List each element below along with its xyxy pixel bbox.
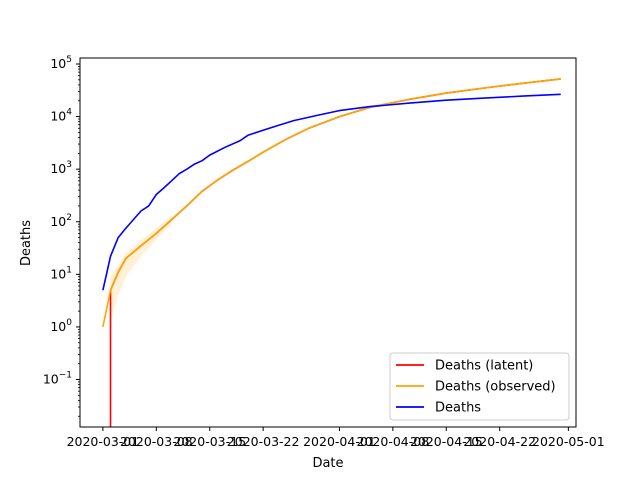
x-axis: 2020-03-012020-03-082020-03-152020-03-22… xyxy=(67,427,605,449)
y-tick-label: 102 xyxy=(50,213,72,229)
x-axis-title: Date xyxy=(312,456,343,471)
legend-label: Deaths (observed) xyxy=(435,380,556,395)
x-tick-label: 2020-05-01 xyxy=(532,434,605,449)
uncertainty-band-1 xyxy=(110,215,172,321)
x-tick-label: 2020-03-01 xyxy=(67,434,140,449)
x-tick-label: 2020-04-01 xyxy=(303,434,376,449)
series-line-deaths-observed- xyxy=(102,78,561,328)
x-tick-label: 2020-03-22 xyxy=(227,434,300,449)
y-tick-label: 10−1 xyxy=(43,371,72,387)
y-axis: 10−1 100 101 102 103 104 105 xyxy=(43,55,80,417)
y-tick-label: 104 xyxy=(50,108,72,124)
uncertainty-band-layer xyxy=(110,215,172,321)
x-tick-label: 2020-03-08 xyxy=(120,434,193,449)
legend-label: Deaths xyxy=(435,401,481,416)
y-tick-label: 103 xyxy=(50,160,72,176)
x-tick-label: 2020-03-15 xyxy=(173,434,246,449)
y-tick-label: 101 xyxy=(50,265,72,281)
series-layer xyxy=(102,78,561,427)
legend-box xyxy=(389,352,570,421)
x-tick-label: 2020-04-15 xyxy=(410,434,483,449)
y-tick-label: 100 xyxy=(50,318,72,334)
y-axis-title: Deaths xyxy=(19,220,34,266)
legend-label: Deaths (latent) xyxy=(435,359,533,374)
legend: Deaths (latent) Deaths (observed) Deaths xyxy=(389,352,570,421)
x-tick-label: 2020-04-22 xyxy=(463,434,536,449)
series-line-deaths xyxy=(102,93,561,291)
x-tick-label: 2020-04-08 xyxy=(357,434,430,449)
y-tick-label: 105 xyxy=(50,55,72,71)
